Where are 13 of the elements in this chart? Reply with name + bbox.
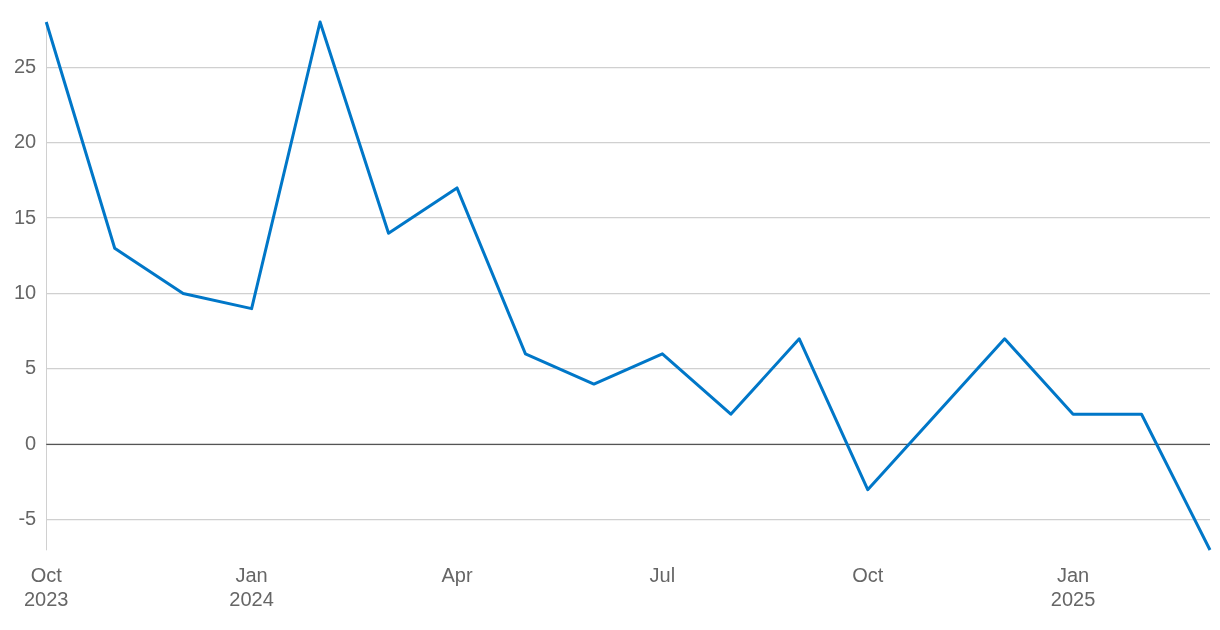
x-tick-label: Oct 2023 xyxy=(24,563,69,610)
x-tick-label: Jan 2025 xyxy=(1050,563,1096,610)
x-tick-label: Jul xyxy=(649,563,676,586)
y-tick-label: 25 xyxy=(14,54,37,77)
y-tick-label: 0 xyxy=(25,431,37,454)
y-tick-label: 10 xyxy=(14,281,37,304)
x-tick-label: Oct xyxy=(852,563,884,586)
y-tick-label: 15 xyxy=(14,205,37,228)
y-tick-label: 20 xyxy=(14,130,37,153)
y-tick-label: 5 xyxy=(25,356,37,379)
x-tick-label: Apr xyxy=(441,563,473,586)
x-tick-label: Jan 2024 xyxy=(229,563,274,610)
y-tick-label: -5 xyxy=(18,507,37,530)
